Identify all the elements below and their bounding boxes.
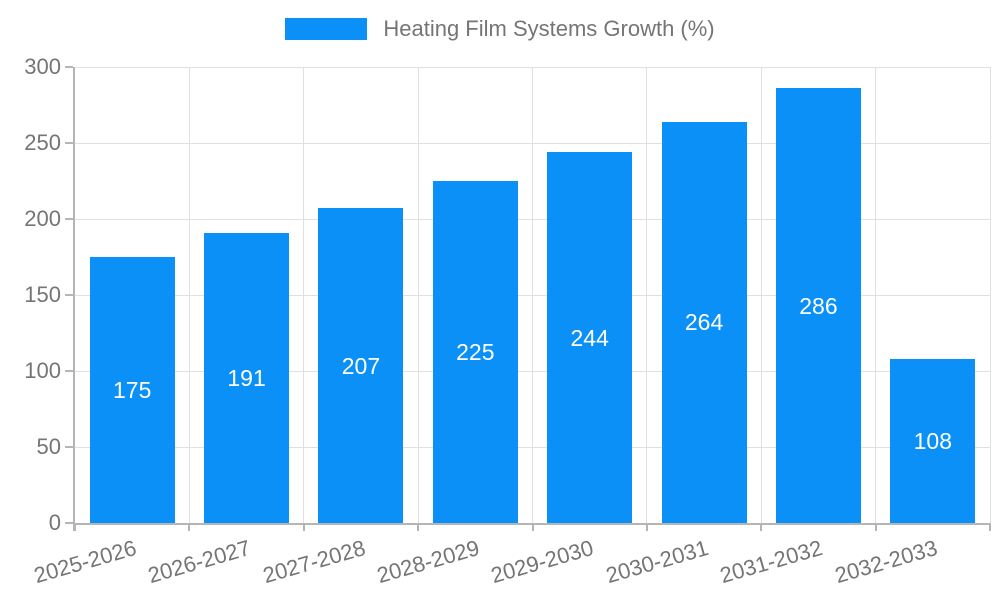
x-gridline xyxy=(875,67,877,523)
x-axis-label: 2031-2032 xyxy=(717,535,826,589)
x-gridline xyxy=(760,67,762,523)
x-axis-tick xyxy=(74,523,76,531)
y-axis-label: 200 xyxy=(24,206,61,231)
x-axis-label: 2027-2028 xyxy=(259,535,368,589)
x-axis-tick xyxy=(760,523,763,531)
x-axis-tick xyxy=(531,523,534,531)
x-axis-tick xyxy=(188,523,191,531)
y-axis-label: 100 xyxy=(24,358,61,383)
x-axis-label: 2032-2033 xyxy=(831,535,940,589)
y-axis-tick xyxy=(65,142,73,144)
bar[interactable] xyxy=(775,88,861,523)
bar[interactable] xyxy=(432,181,518,523)
bar[interactable] xyxy=(89,257,175,523)
y-axis-tick xyxy=(65,370,73,372)
x-axis-tick xyxy=(989,523,991,531)
y-axis-label: 50 xyxy=(36,434,61,459)
x-gridline xyxy=(303,67,305,523)
bar-value-label: 207 xyxy=(341,352,381,379)
x-axis-label: 2028-2029 xyxy=(374,535,483,589)
bar-value-label: 244 xyxy=(570,324,609,351)
legend-swatch xyxy=(285,18,368,40)
bar[interactable] xyxy=(204,232,290,523)
bar[interactable] xyxy=(890,358,976,523)
bar-value-label: 225 xyxy=(456,339,495,365)
y-axis-tick xyxy=(65,522,73,524)
bar[interactable] xyxy=(547,152,633,523)
y-axis-tick xyxy=(65,66,73,68)
y-axis-tick xyxy=(65,446,73,448)
x-gridline xyxy=(532,67,533,523)
x-gridline xyxy=(646,67,648,523)
x-axis-label: 2030-2031 xyxy=(602,535,711,589)
chart-legend[interactable]: Heating Film Systems Growth (%) xyxy=(0,16,1000,42)
x-axis-label: 2025-2026 xyxy=(31,535,140,589)
x-axis-tick xyxy=(874,523,877,531)
y-axis-label: 0 xyxy=(48,510,61,535)
bar[interactable] xyxy=(318,208,404,523)
y-axis-label: 250 xyxy=(24,130,61,155)
x-gridline xyxy=(989,67,991,523)
legend-label: Heating Film Systems Growth (%) xyxy=(383,16,715,41)
x-gridline xyxy=(417,67,419,523)
x-axis-label: 2029-2030 xyxy=(488,535,597,589)
y-axis-tick xyxy=(65,218,73,220)
bar-value-label: 108 xyxy=(913,427,952,454)
x-axis-tick xyxy=(645,523,648,531)
y-axis-line xyxy=(73,67,75,531)
bar-value-label: 191 xyxy=(227,364,266,391)
x-axis-tick xyxy=(302,523,305,531)
y-axis-tick xyxy=(65,294,73,296)
bar[interactable] xyxy=(661,121,747,523)
y-axis-label: 150 xyxy=(24,282,61,307)
bar-value-label: 286 xyxy=(799,292,838,319)
x-axis-label: 2026-2027 xyxy=(145,535,254,589)
plot-area: 0 50 100 150 200 250 300 175 2025-2026 191 2026-20… xyxy=(24,54,991,588)
bar-value-label: 264 xyxy=(684,309,724,336)
bar-value-label: 175 xyxy=(113,377,152,403)
x-gridline xyxy=(188,67,190,523)
y-axis-label: 300 xyxy=(24,54,61,79)
x-axis-tick xyxy=(417,523,420,531)
